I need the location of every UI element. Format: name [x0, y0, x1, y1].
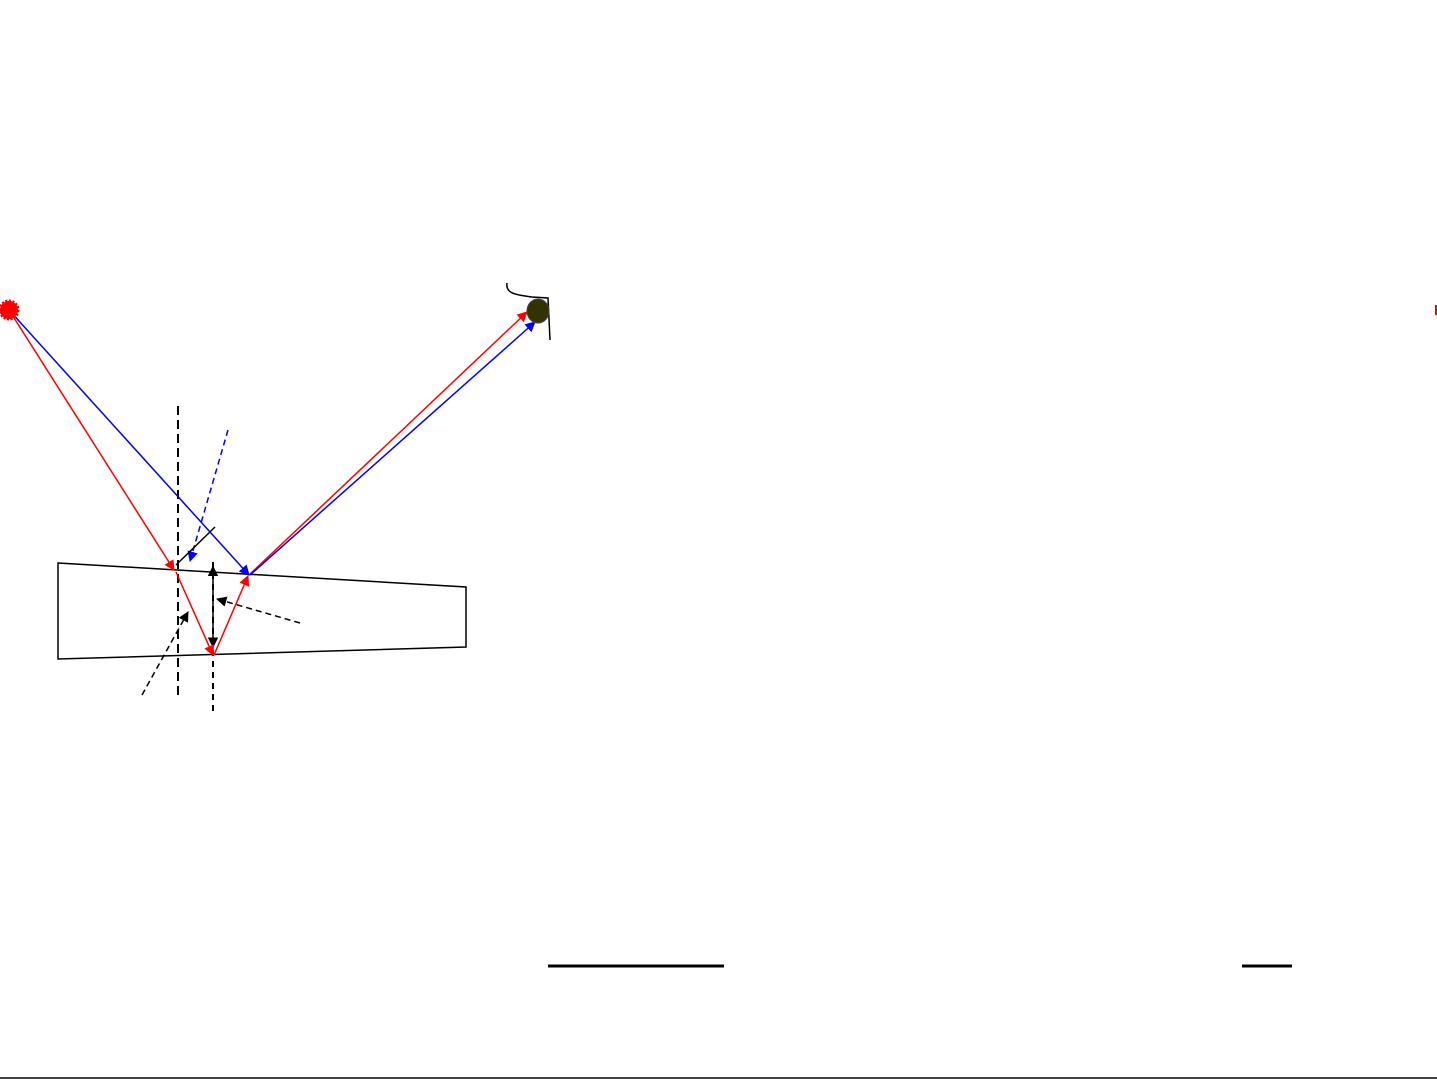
red-ray-refracted [175, 571, 214, 656]
red-ray-internal-reflected [213, 575, 250, 656]
light-source-icon [0, 299, 20, 321]
blue-ray-incident [8, 309, 250, 576]
eye-icon [506, 282, 551, 341]
pointer-dashed-right [215, 596, 301, 624]
blue-ray-reflected [249, 321, 536, 576]
surface-tangent-line [175, 526, 216, 566]
red-ray-exit [248, 311, 528, 576]
blue-dashed-normal [187, 429, 229, 563]
pointer-dashed-left [141, 611, 189, 696]
red-ray-incident [8, 309, 175, 571]
glass-wedge [57, 562, 467, 660]
